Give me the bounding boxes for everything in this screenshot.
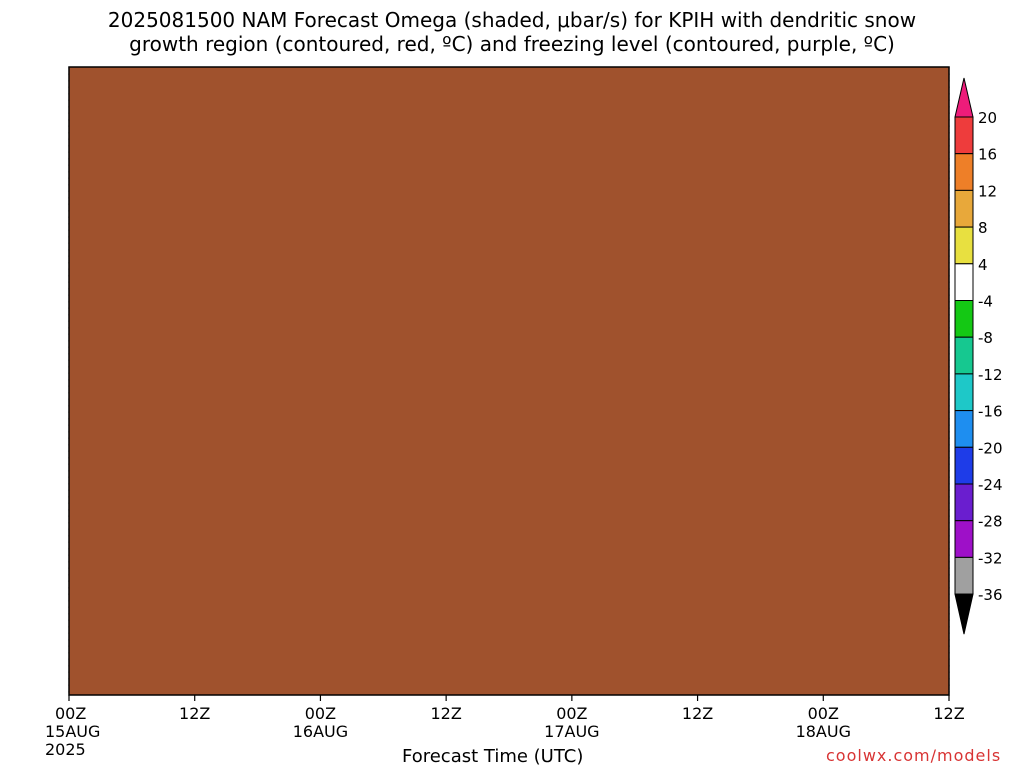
colorbar-segment: [954, 116, 974, 155]
colorbar-segment: [954, 189, 974, 228]
colorbar-segment: [954, 300, 974, 338]
ground-fill: [69, 67, 949, 695]
credit-link[interactable]: coolwx.com/models: [826, 746, 1002, 765]
colorbar-label: -32: [978, 549, 1003, 567]
colorbar-segment: [954, 410, 974, 448]
colorbar-segment: [954, 446, 974, 485]
x-tick-label: 00Z: [55, 704, 86, 723]
x-tick-label: 12Z: [933, 704, 964, 723]
colorbar-label: -28: [978, 513, 1003, 531]
colorbar-segment: [954, 263, 974, 301]
colorbar-label: -16: [978, 403, 1003, 421]
colorbar-label: -8: [978, 329, 993, 347]
colorbar: 20 16 12 8 4 -4 -8 -12 -16 -20 -24 -28 -32 -36: [954, 77, 1003, 635]
colorbar-segment: [954, 336, 974, 375]
colorbar-label: -24: [978, 476, 1003, 494]
colorbar-bottom-arrow: [954, 593, 974, 635]
colorbar-top-arrow: [954, 77, 974, 118]
colorbar-label: -36: [978, 586, 1003, 604]
colorbar-segment: [954, 483, 974, 522]
chart-title-line-1: 2025081500 NAM Forecast Omega (shaded, μ…: [107, 8, 917, 32]
colorbar-label: 12: [978, 182, 997, 200]
x-tick-label: 12Z: [430, 704, 461, 723]
colorbar-segment: [954, 520, 974, 558]
colorbar-label: -4: [978, 293, 993, 311]
x-tick-date: 15AUG: [45, 722, 100, 741]
colorbar-label: -12: [978, 366, 1003, 384]
colorbar-label: 16: [978, 146, 997, 164]
x-tick-label: 00Z: [808, 704, 839, 723]
x-tick-date: 16AUG: [293, 722, 348, 741]
x-tick-label: 12Z: [179, 704, 210, 723]
colorbar-label: 4: [978, 256, 988, 274]
x-axis-title: Forecast Time (UTC): [402, 746, 584, 767]
chart-title-line-2: growth region (contoured, red, ºC) and f…: [129, 32, 895, 56]
colorbar-label: -20: [978, 439, 1003, 457]
x-tick-label: 00Z: [556, 704, 587, 723]
x-tick-label: 12Z: [682, 704, 713, 723]
colorbar-segment: [954, 226, 974, 265]
colorbar-segment: [954, 556, 974, 595]
ground-terrain: [69, 67, 949, 695]
colorbar-label: 8: [978, 219, 988, 237]
x-tick-date: 17AUG: [544, 722, 599, 741]
colorbar-label: 20: [978, 109, 997, 127]
x-tick-year: 2025: [45, 740, 86, 759]
colorbar-segment: [954, 153, 974, 191]
colorbar-segment: [954, 373, 974, 412]
x-tick-date: 18AUG: [796, 722, 851, 741]
plot-frame: [68, 66, 950, 696]
x-tick-label: 00Z: [305, 704, 336, 723]
